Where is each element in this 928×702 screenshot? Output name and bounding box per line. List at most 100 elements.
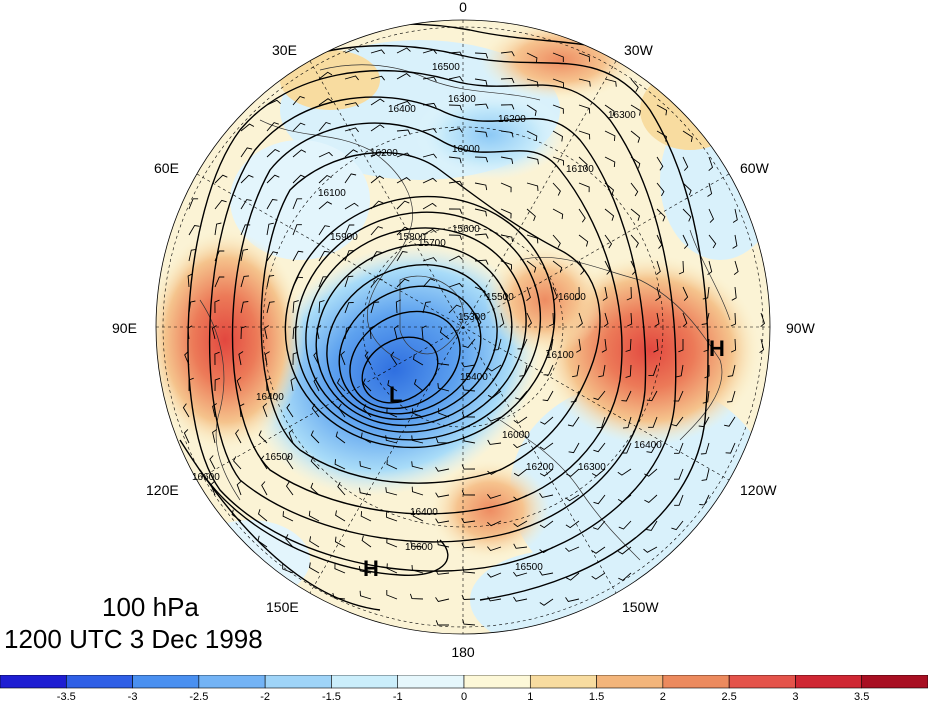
wind-barb	[548, 312, 554, 327]
wind-barb	[699, 494, 710, 506]
wind-barb	[513, 520, 528, 528]
wind-barb	[288, 429, 294, 444]
wind-barb	[422, 102, 437, 108]
wind-barb	[435, 597, 450, 603]
wind-barb	[646, 520, 658, 531]
wind-barb	[318, 225, 330, 236]
wind-barb	[578, 156, 588, 170]
contour-label: 15400	[460, 372, 488, 383]
wind-barb	[344, 102, 359, 108]
wind-barb	[461, 490, 476, 496]
wind-barb	[648, 416, 658, 428]
wind-barb	[316, 325, 322, 340]
polar-stereographic-map: 16500 16400 16300 16200 16200 16100 1600…	[112, 0, 816, 660]
wind-barb	[621, 390, 632, 402]
wind-barb	[526, 78, 539, 88]
wind-barb	[656, 234, 663, 249]
wind-barb	[539, 598, 554, 606]
wind-barb	[513, 494, 528, 501]
wind-barb	[625, 338, 632, 352]
wind-barb	[630, 104, 641, 116]
wind-barb	[487, 572, 502, 578]
wind-barb	[448, 76, 463, 82]
wind-barb	[386, 459, 398, 470]
wind-barb	[184, 351, 190, 366]
colorbar-tick-label: 1.5	[589, 691, 604, 702]
wind-barb	[644, 494, 658, 503]
wind-barb	[552, 260, 563, 273]
wind-barb	[240, 301, 249, 314]
wind-barb	[604, 104, 615, 117]
wind-barb	[474, 103, 489, 109]
contour-label: 16400	[388, 104, 416, 115]
wind-barb	[292, 198, 303, 210]
wind-barb	[526, 182, 539, 192]
wind-barb	[618, 572, 632, 581]
wind-barb	[240, 199, 252, 210]
wind-barb	[539, 468, 554, 477]
wind-barb	[395, 299, 402, 314]
wind-barb	[422, 202, 437, 210]
wind-barb	[422, 278, 436, 288]
contour-label: 16400	[256, 392, 284, 403]
wind-barb	[513, 596, 528, 602]
contour-label: 16300	[448, 94, 476, 105]
longitude-label-120e: 120E	[146, 482, 179, 498]
wind-barb	[682, 286, 689, 301]
wind-barb	[461, 362, 476, 368]
wind-barb	[593, 494, 606, 505]
wind-barb	[626, 286, 632, 301]
wind-barb	[362, 378, 372, 392]
wind-barb	[266, 174, 280, 184]
wind-barb	[266, 274, 275, 288]
height-contours	[179, 23, 709, 611]
colorbar-tick-label: 3	[792, 691, 798, 702]
wind-barb	[648, 364, 658, 377]
wind-barb	[344, 173, 357, 184]
wind-barb	[462, 567, 476, 574]
wind-barb	[630, 156, 641, 169]
wind-barb	[682, 312, 688, 327]
colorbar-swatch	[529, 675, 597, 689]
colorbar-swatch	[463, 675, 531, 689]
wind-barb	[539, 442, 554, 451]
wind-barb	[604, 182, 615, 195]
wind-barb	[266, 148, 280, 158]
wind-barb	[309, 562, 320, 574]
wind-barb	[282, 511, 294, 522]
wind-barb	[678, 260, 684, 275]
wind-barb	[552, 234, 561, 248]
wind-barb	[760, 312, 766, 327]
wind-barb	[591, 572, 606, 580]
high-center-label: H	[709, 336, 725, 361]
wind-barb	[448, 282, 463, 288]
wind-barb	[344, 202, 359, 210]
longitude-label-60w: 60W	[740, 160, 770, 176]
wind-barb	[542, 390, 554, 402]
wind-barb	[602, 286, 608, 301]
wind-barb	[621, 442, 632, 454]
wind-barb	[462, 385, 476, 392]
wind-barb	[708, 208, 715, 223]
wind-barb	[673, 390, 684, 402]
wind-barb	[732, 234, 738, 249]
wind-barb	[396, 129, 411, 135]
wind-barb	[422, 301, 431, 314]
wind-barb	[332, 592, 346, 600]
wind-barb	[708, 156, 714, 171]
contour-label: 16500	[265, 452, 293, 463]
wind-barb	[370, 301, 380, 314]
wind-barb	[240, 123, 255, 132]
wind-barb	[618, 520, 632, 530]
wind-barb	[731, 286, 737, 301]
wind-barb	[526, 286, 531, 301]
wind-barb	[513, 416, 528, 424]
high-center-label: H	[363, 556, 379, 581]
contour-label: 16400	[410, 507, 438, 518]
wind-barb	[292, 122, 306, 132]
wind-barb	[439, 327, 450, 340]
wind-barb	[188, 377, 194, 391]
wind-barb	[370, 251, 382, 262]
wind-barb	[656, 260, 661, 275]
wind-barb	[539, 546, 554, 554]
